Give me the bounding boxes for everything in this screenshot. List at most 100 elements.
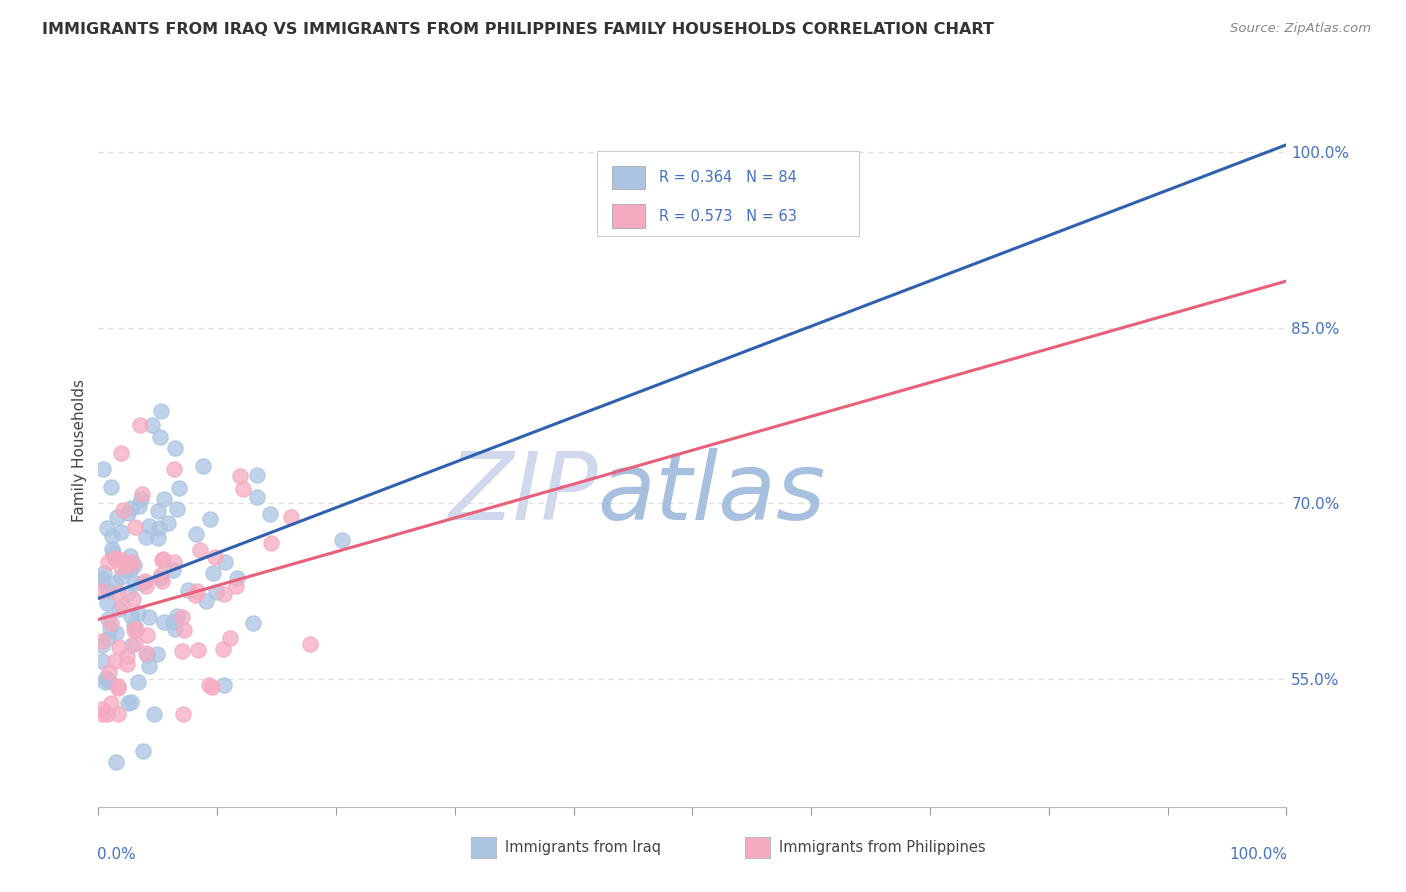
Point (148, 520, 170, 534)
Point (105, 755, 128, 769)
Point (225, 570, 247, 584)
Point (91, 654, 114, 668)
Point (110, 446, 132, 460)
Point (131, 575, 153, 590)
Point (121, 638, 143, 652)
Point (107, 706, 129, 721)
Point (100, 541, 122, 556)
Text: 100.0%: 100.0% (1230, 847, 1288, 862)
Point (100, 696, 122, 710)
Point (124, 558, 146, 573)
Point (163, 622, 186, 636)
Text: Immigrants from Iraq: Immigrants from Iraq (505, 840, 661, 855)
Point (105, 625, 128, 640)
Point (118, 558, 141, 573)
Point (169, 481, 191, 495)
Point (97, 665, 120, 679)
Point (135, 530, 157, 544)
Point (122, 623, 145, 637)
Point (107, 586, 129, 600)
Text: atlas: atlas (598, 448, 825, 539)
Point (246, 467, 269, 482)
Point (127, 606, 149, 620)
Point (201, 680, 224, 694)
Point (204, 584, 226, 599)
Text: R = 0.573   N = 63: R = 0.573 N = 63 (659, 209, 797, 224)
Point (97, 631, 120, 645)
Point (93, 566, 115, 580)
Point (96, 596, 118, 610)
Point (120, 501, 142, 516)
Point (97, 612, 120, 626)
Point (98, 673, 121, 688)
Point (104, 575, 127, 590)
Point (91, 574, 114, 588)
Point (153, 491, 176, 506)
Point (122, 618, 145, 632)
Point (98, 621, 121, 635)
Point (187, 643, 209, 657)
Point (170, 610, 193, 624)
Point (117, 696, 139, 710)
Point (153, 615, 176, 629)
Point (128, 499, 150, 513)
Point (211, 642, 233, 657)
Point (148, 430, 170, 444)
Point (100, 616, 122, 631)
Point (115, 649, 138, 664)
Point (134, 574, 156, 589)
Point (110, 560, 132, 574)
FancyBboxPatch shape (612, 204, 645, 227)
Point (97, 582, 120, 597)
Point (142, 707, 165, 722)
Point (280, 510, 302, 524)
Point (117, 506, 139, 520)
Point (124, 576, 146, 591)
Point (204, 549, 226, 564)
Point (136, 628, 159, 642)
Text: IMMIGRANTS FROM IRAQ VS IMMIGRANTS FROM PHILIPPINES FAMILY HOUSEHOLDS CORRELATIO: IMMIGRANTS FROM IRAQ VS IMMIGRANTS FROM … (42, 22, 994, 37)
Text: Source: ZipAtlas.com: Source: ZipAtlas.com (1230, 22, 1371, 36)
Point (163, 462, 186, 476)
Y-axis label: Family Households: Family Households (72, 379, 87, 522)
Point (190, 542, 212, 557)
Point (146, 647, 169, 661)
Point (149, 403, 172, 417)
Point (124, 520, 146, 534)
Point (91, 706, 114, 721)
Point (96, 671, 118, 685)
Point (218, 631, 240, 645)
Point (124, 622, 146, 636)
Point (212, 678, 235, 692)
Point (124, 636, 146, 650)
Point (146, 531, 169, 545)
Point (110, 524, 132, 539)
Text: R = 0.364   N = 84: R = 0.364 N = 84 (659, 170, 797, 185)
Point (131, 491, 153, 506)
Point (111, 599, 134, 613)
Point (162, 563, 184, 577)
Point (91, 571, 114, 585)
Point (177, 582, 200, 597)
Point (91, 638, 114, 652)
Point (94, 675, 117, 690)
Point (107, 679, 129, 693)
Point (104, 654, 127, 668)
Point (120, 695, 142, 709)
Point (100, 480, 122, 494)
Point (170, 644, 193, 658)
Point (135, 579, 157, 593)
Point (173, 624, 195, 638)
Point (152, 551, 174, 566)
Point (96, 706, 118, 721)
Point (150, 574, 173, 588)
Point (135, 646, 157, 660)
Point (120, 561, 142, 575)
Point (105, 509, 128, 524)
Point (138, 609, 160, 624)
Point (225, 579, 247, 593)
Point (194, 594, 217, 608)
Point (186, 526, 208, 541)
Text: Immigrants from Philippines: Immigrants from Philippines (779, 840, 986, 855)
Point (229, 469, 252, 483)
